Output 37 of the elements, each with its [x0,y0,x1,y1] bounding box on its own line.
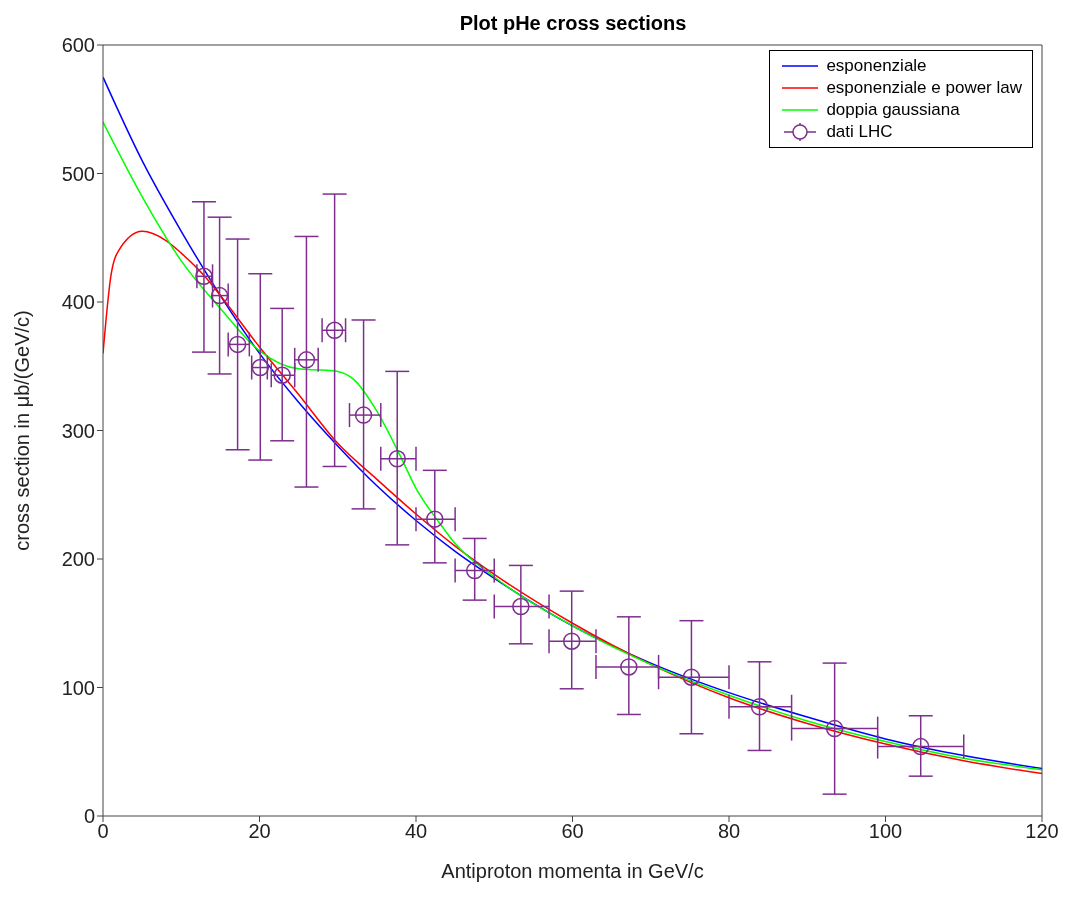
x-tick-label: 20 [248,820,271,843]
x-tick-label: 40 [404,820,428,843]
y-tick-label: 0 [83,805,95,828]
point [426,510,444,528]
point [273,366,291,384]
point [388,450,406,468]
y-tick-label: 600 [61,34,95,57]
y-tick-label: 400 [61,291,95,314]
point [825,719,844,738]
point [512,597,530,616]
legend-label: esponenziale e power law [826,77,1022,99]
point [195,267,213,286]
x-tick-label: 100 [868,820,903,843]
line-series [103,230,1042,775]
y-tick-label: 500 [61,162,95,185]
legend-label: esponenziale [826,55,927,77]
point [620,658,638,676]
x-axis-title: Antiproton momenta in GeV/c [441,860,704,882]
legend-label: dati LHC [826,121,893,143]
point [354,406,373,424]
point [682,668,701,686]
x-tick-label: 80 [717,820,741,843]
chart-title: Plot pHe cross sections [459,12,687,34]
point [251,358,270,377]
y-tick-label: 200 [61,548,95,571]
legend-label: doppia gaussiana [826,99,960,121]
x-tick-label: 120 [1025,820,1059,843]
point [465,561,484,580]
y-tick-label: 300 [61,419,95,442]
point [562,632,581,650]
point [911,737,930,756]
x-tick-label: 60 [561,820,584,843]
point [210,286,229,305]
y-axis-title: cross section in μb/(GeV/c) [11,310,34,551]
x-tick-label: 0 [97,820,109,843]
point [750,698,769,716]
y-tick-label: 100 [61,676,95,699]
